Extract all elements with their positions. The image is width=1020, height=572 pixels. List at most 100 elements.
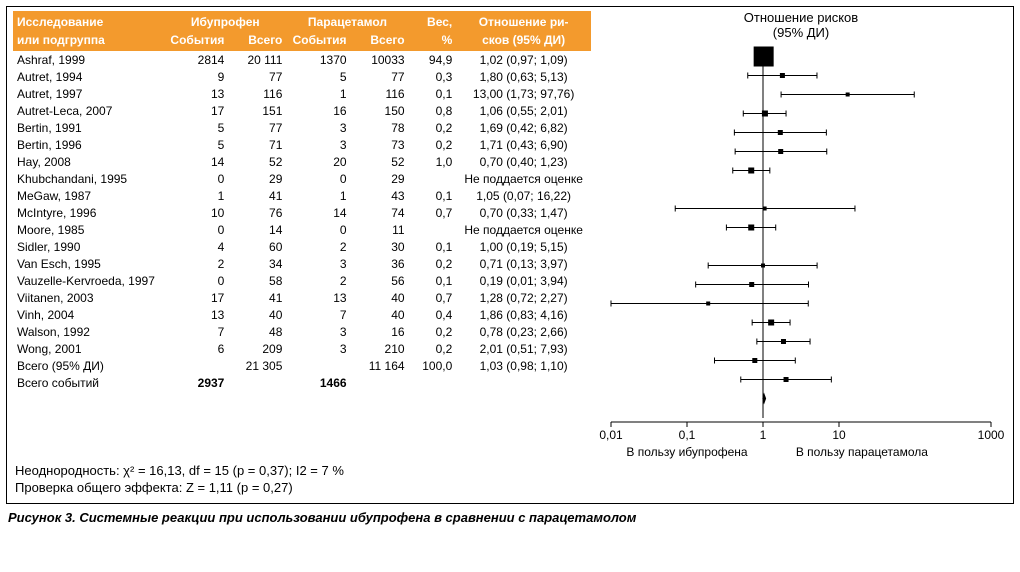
cell-para-total: 43 <box>351 187 409 204</box>
cell-para-total: 150 <box>351 102 409 119</box>
cell-study: Khubchandani, 1995 <box>13 170 164 187</box>
cell-ci: 1,05 (0,07; 16,22) <box>456 187 591 204</box>
th-study-sub: или подгруппа <box>13 31 164 51</box>
cell-para-events: 0 <box>286 170 350 187</box>
cell-para-events: 3 <box>286 323 350 340</box>
cell-para-total: 52 <box>351 153 409 170</box>
table-row: Van Esch, 19952343360,20,71 (0,13; 3,97) <box>13 255 591 272</box>
cell-study: Van Esch, 1995 <box>13 255 164 272</box>
cell-ci: 0,19 (0,01; 3,94) <box>456 272 591 289</box>
cell-study: McIntyre, 1996 <box>13 204 164 221</box>
table-row: Wong, 2001620932100,22,01 (0,51; 7,93) <box>13 340 591 357</box>
cell-para-total: 36 <box>351 255 409 272</box>
cell-ibu-total: 77 <box>228 68 286 85</box>
cell-weight: 0,2 <box>409 340 457 357</box>
svg-text:0,1: 0,1 <box>679 428 696 442</box>
cell-ci: 0,70 (0,33; 1,47) <box>456 204 591 221</box>
cell-para-total: 116 <box>351 85 409 102</box>
cell-para-total: 78 <box>351 119 409 136</box>
cell-para-total: 10033 <box>351 51 409 68</box>
overall-effect-text: Проверка общего эффекта: Z = 1,11 (p = 0… <box>15 479 1005 497</box>
table-row: Autret-Leca, 200717151161500,81,06 (0,55… <box>13 102 591 119</box>
cell-ibu-total: 76 <box>228 204 286 221</box>
cell-study: Vauzelle-Kervroeda, 1997 <box>13 272 164 289</box>
cell-para-events: 5 <box>286 68 350 85</box>
cell-weight: 0,2 <box>409 255 457 272</box>
cell-ibu-events: 17 <box>164 102 228 119</box>
cell-ibu-total: 60 <box>228 238 286 255</box>
cell-ci: 2,01 (0,51; 7,93) <box>456 340 591 357</box>
cell-study: Bertin, 1996 <box>13 136 164 153</box>
cell-weight: 0,3 <box>409 68 457 85</box>
cell-para-total: 29 <box>351 170 409 187</box>
cell-ibu-total: 58 <box>228 272 286 289</box>
cell-para-total-sum: 11 164 <box>351 357 409 374</box>
cell-study: MeGaw, 1987 <box>13 187 164 204</box>
cell-para-events: 2 <box>286 238 350 255</box>
cell-weight: 0,1 <box>409 238 457 255</box>
cell-ci: Не поддается оценке <box>456 170 591 187</box>
cell-ci: 1,02 (0,97; 1,09) <box>456 51 591 68</box>
table-row: Viitanen, 2003174113400,71,28 (0,72; 2,2… <box>13 289 591 306</box>
svg-text:В пользу парацетамола: В пользу парацетамола <box>796 445 928 459</box>
cell-ibu-total: 20 111 <box>228 51 286 68</box>
th-rr: Отношение ри- <box>456 11 591 31</box>
table-row: Khubchandani, 1995029029Не поддается оце… <box>13 170 591 187</box>
cell-ci: 1,69 (0,42; 6,82) <box>456 119 591 136</box>
cell-ibu-total: 29 <box>228 170 286 187</box>
table-row: Moore, 1985014011Не поддается оценке <box>13 221 591 238</box>
cell-study: Wong, 2001 <box>13 340 164 357</box>
cell-weight: 0,2 <box>409 136 457 153</box>
figure-body: Исследование Ибупрофен Парацетамол Вес, … <box>7 7 1013 460</box>
chart-title-l1: Отношение рисков <box>744 10 858 25</box>
th-rr-sub: сков (95% ДИ) <box>456 31 591 51</box>
cell-study: Moore, 1985 <box>13 221 164 238</box>
cell-study: Autret-Leca, 2007 <box>13 102 164 119</box>
cell-ci-sum: 1,03 (0,98; 1,10) <box>456 357 591 374</box>
cell-study: Vinh, 2004 <box>13 306 164 323</box>
svg-text:0,01: 0,01 <box>599 428 623 442</box>
cell-para-events: 3 <box>286 119 350 136</box>
table-row: Sidler, 19904602300,11,00 (0,19; 5,15) <box>13 238 591 255</box>
th-para-total: Всего <box>351 31 409 51</box>
cell-ibu-total-sum: 21 305 <box>228 357 286 374</box>
cell-ibu-events-sum: 2937 <box>164 374 228 391</box>
th-ibu-events: События <box>164 31 228 51</box>
cell-events-label: Всего событий <box>13 374 164 391</box>
cell-weight: 0,4 <box>409 306 457 323</box>
cell-ibu-events: 6 <box>164 340 228 357</box>
cell-para-total: 77 <box>351 68 409 85</box>
th-study: Исследование <box>13 11 164 31</box>
cell-total-label: Всего (95% ДИ) <box>13 357 164 374</box>
table-row-total: Всего (95% ДИ)21 30511 164100,01,03 (0,9… <box>13 357 591 374</box>
th-weight-sub: % <box>409 31 457 51</box>
cell-ibu-total: 41 <box>228 187 286 204</box>
table-row: Vinh, 200413407400,41,86 (0,83; 4,16) <box>13 306 591 323</box>
cell-study: Hay, 2008 <box>13 153 164 170</box>
cell-study: Viitanen, 2003 <box>13 289 164 306</box>
table-row: Bertin, 19915773780,21,69 (0,42; 6,82) <box>13 119 591 136</box>
cell-para-total: 40 <box>351 289 409 306</box>
cell-para-events: 0 <box>286 221 350 238</box>
table-row: Vauzelle-Kervroeda, 19970582560,10,19 (0… <box>13 272 591 289</box>
cell-ibu-total: 209 <box>228 340 286 357</box>
table-row: Bertin, 19965713730,21,71 (0,43; 6,90) <box>13 136 591 153</box>
svg-text:10: 10 <box>832 428 846 442</box>
cell-ibu-events: 9 <box>164 68 228 85</box>
cell-para-total: 40 <box>351 306 409 323</box>
table-row: McIntyre, 1996107614740,70,70 (0,33; 1,4… <box>13 204 591 221</box>
cell-ibu-events: 10 <box>164 204 228 221</box>
cell-para-total: 30 <box>351 238 409 255</box>
cell-ci: 1,86 (0,83; 4,16) <box>456 306 591 323</box>
cell-para-total: 74 <box>351 204 409 221</box>
cell-para-total: 16 <box>351 323 409 340</box>
th-paracetamol: Парацетамол <box>286 11 408 31</box>
cell-ibu-total: 14 <box>228 221 286 238</box>
table-row: MeGaw, 19871411430,11,05 (0,07; 16,22) <box>13 187 591 204</box>
cell-ibu-total: 77 <box>228 119 286 136</box>
cell-ci: 1,00 (0,19; 5,15) <box>456 238 591 255</box>
chart-title-l2: (95% ДИ) <box>773 25 829 40</box>
cell-ibu-total: 151 <box>228 102 286 119</box>
cell-ci: 1,06 (0,55; 2,01) <box>456 102 591 119</box>
cell-para-events-sum: 1466 <box>286 374 350 391</box>
